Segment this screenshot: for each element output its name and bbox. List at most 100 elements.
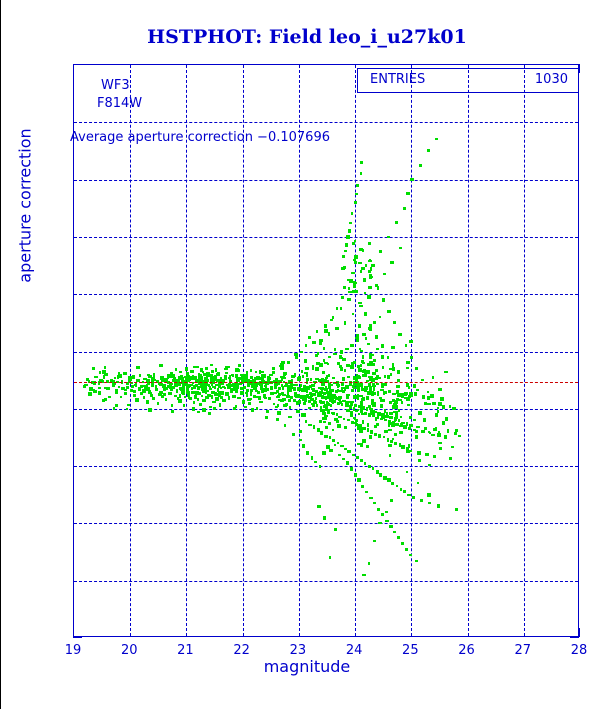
scatter-point: [270, 392, 274, 395]
scatter-point: [405, 548, 408, 551]
scatter-point: [159, 364, 163, 367]
scatter-point: [193, 401, 195, 404]
scatter-point: [389, 525, 393, 528]
scatter-point: [331, 400, 334, 403]
scatter-point: [403, 207, 406, 210]
scatter-point: [421, 379, 424, 381]
scatter-point: [352, 290, 356, 293]
scatter-point: [383, 436, 385, 438]
scatter-point: [193, 376, 197, 379]
scatter-point: [386, 412, 388, 415]
scatter-point: [235, 389, 238, 393]
scatter-point: [322, 371, 325, 374]
scatter-point: [410, 450, 412, 452]
x-tick-label: 23: [290, 643, 307, 658]
scatter-point: [270, 386, 273, 390]
scatter-point: [384, 383, 387, 386]
scatter-point: [332, 377, 335, 379]
scatter-point: [324, 329, 328, 333]
scatter-point: [454, 432, 457, 435]
scatter-point: [258, 396, 261, 400]
scatter-point: [341, 296, 344, 299]
scatter-point: [370, 430, 373, 434]
scatter-point: [102, 370, 106, 374]
scatter-point: [308, 336, 311, 339]
scatter-point: [339, 401, 342, 404]
scatter-point: [349, 222, 352, 224]
scatter-point: [273, 403, 275, 405]
scatter-point: [427, 396, 430, 400]
scatter-point: [295, 384, 298, 386]
scatter-point: [357, 388, 360, 392]
scatter-point: [322, 451, 326, 455]
scatter-point: [437, 407, 439, 409]
scatter-point: [306, 390, 308, 393]
scatter-point: [348, 287, 350, 290]
scatter-point: [353, 281, 356, 283]
scatter-point: [140, 385, 143, 388]
scatter-point: [396, 385, 400, 388]
scatter-point: [399, 431, 403, 434]
scatter-point: [197, 398, 199, 401]
scatter-point: [423, 418, 426, 422]
scatter-point: [131, 385, 134, 388]
scatter-point: [362, 574, 366, 576]
scatter-point: [340, 367, 343, 371]
scatter-point: [438, 388, 442, 391]
scatter-point: [393, 321, 396, 324]
scatter-point: [275, 383, 277, 386]
scatter-point: [427, 391, 429, 393]
scatter-point: [397, 379, 400, 382]
scatter-point: [334, 348, 336, 351]
scatter-point: [369, 435, 372, 439]
scatter-point: [233, 407, 236, 410]
scatter-point: [287, 393, 289, 396]
scatter-point: [427, 403, 431, 405]
scatter-point: [305, 367, 309, 370]
scatter-point: [325, 426, 328, 429]
scatter-point: [371, 410, 374, 413]
scatter-point: [360, 443, 363, 447]
scatter-point: [319, 465, 321, 468]
scatter-point: [375, 417, 377, 421]
scatter-point: [209, 406, 212, 408]
scatter-point: [360, 401, 363, 404]
scatter-point: [158, 393, 162, 396]
scatter-point: [390, 261, 394, 264]
scatter-point: [209, 386, 211, 388]
scatter-point: [371, 401, 373, 405]
scatter-point: [369, 361, 373, 365]
scatter-point: [216, 373, 219, 376]
scatter-point: [280, 367, 284, 370]
scatter-point: [328, 332, 330, 336]
scatter-point: [334, 528, 337, 531]
scatter-point: [330, 319, 333, 321]
scatter-point: [428, 464, 431, 466]
scatter-point: [380, 404, 383, 408]
scatter-point: [336, 420, 339, 423]
scatter-point: [356, 375, 360, 379]
scatter-point: [245, 392, 248, 394]
scatter-point: [265, 416, 268, 419]
scatter-point: [368, 260, 372, 262]
scatter-point: [415, 560, 418, 562]
scatter-point: [352, 242, 355, 245]
scatter-point: [319, 420, 322, 423]
scatter-point: [354, 283, 356, 286]
scatter-point: [328, 422, 331, 425]
scatter-point: [400, 488, 402, 491]
scatter-point: [388, 423, 390, 427]
scatter-point: [186, 391, 190, 394]
scatter-point: [377, 416, 379, 419]
scatter-point: [350, 467, 353, 471]
scatter-point: [224, 368, 227, 370]
scatter-point: [112, 383, 116, 385]
scatter-point: [287, 385, 290, 388]
scatter-point: [416, 389, 419, 391]
scatter-point: [314, 461, 317, 463]
scatter-point: [408, 427, 411, 430]
scatter-point: [180, 387, 182, 391]
scatter-point: [362, 420, 364, 424]
scatter-point: [222, 379, 224, 381]
scatter-point: [151, 377, 153, 381]
